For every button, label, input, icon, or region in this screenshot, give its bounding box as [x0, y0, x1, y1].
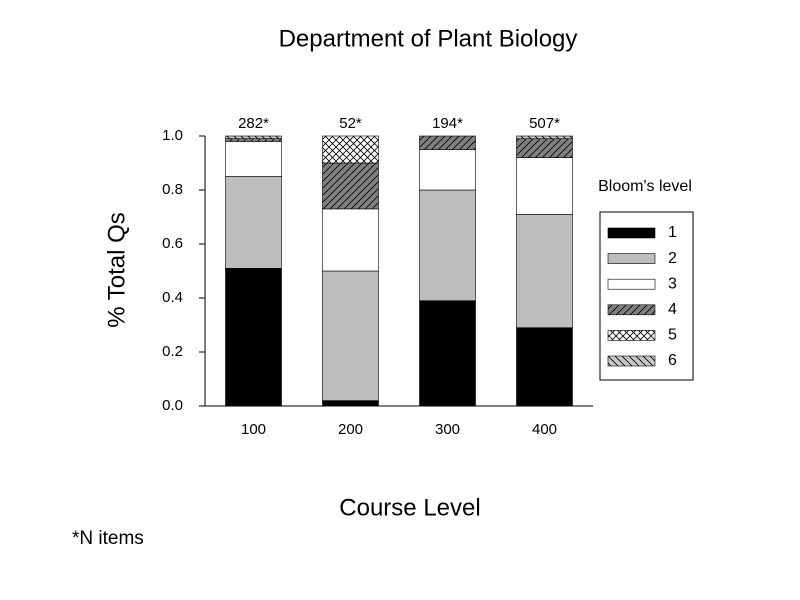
y-tick-label: 0.8 — [162, 181, 183, 198]
bar-segment — [322, 162, 379, 210]
legend-title: Bloom's level — [598, 178, 692, 195]
legend-swatch — [607, 355, 656, 367]
bar-segment — [225, 138, 282, 142]
bar-annotation: 194* — [432, 115, 463, 132]
chart-title: Department of Plant Biology — [279, 25, 578, 52]
bar-segment — [419, 300, 476, 407]
bar-segment — [516, 214, 573, 329]
bar-segment — [322, 208, 379, 272]
bar-segment — [516, 157, 573, 215]
legend-swatch — [607, 253, 656, 264]
bar-segment — [419, 149, 476, 191]
bar-segment — [322, 135, 379, 164]
legend-swatch — [607, 304, 656, 316]
legend-swatch — [607, 330, 656, 341]
legend-label: 6 — [668, 352, 677, 369]
bar-annotation: 507* — [529, 115, 560, 132]
x-tick-label: 400 — [532, 421, 557, 438]
footnote: *N items — [72, 528, 144, 549]
legend-label: 2 — [668, 250, 677, 267]
bar-segment — [516, 138, 573, 158]
bar-segment — [322, 400, 379, 407]
y-tick-label: 0.6 — [162, 235, 183, 252]
legend-swatch — [607, 278, 656, 290]
legend-swatch — [607, 227, 656, 239]
legend-label: 1 — [668, 224, 677, 241]
bar-annotation: 282* — [238, 115, 269, 132]
bar-segment — [516, 135, 573, 139]
bar-segment — [516, 327, 573, 407]
bar-segment — [225, 176, 282, 269]
bar-segment — [419, 189, 476, 301]
x-axis-label: Course Level — [339, 494, 480, 521]
bar-segment — [419, 135, 476, 150]
y-axis-label: % Total Qs — [103, 212, 130, 328]
legend-label: 3 — [668, 275, 677, 292]
bar-segment — [225, 135, 282, 139]
x-tick-label: 100 — [241, 421, 266, 438]
bar-annotation: 52* — [339, 115, 362, 132]
bar-segment — [225, 267, 282, 407]
x-tick-label: 300 — [435, 421, 460, 438]
bar-segment — [225, 141, 282, 177]
y-tick-label: 1.0 — [162, 127, 183, 144]
legend-box — [599, 211, 694, 381]
y-tick-label: 0.4 — [162, 289, 183, 306]
legend-label: 5 — [668, 327, 677, 344]
y-tick-label: 0.0 — [162, 397, 183, 414]
x-tick-label: 200 — [338, 421, 363, 438]
legend-label: 4 — [668, 301, 677, 318]
bar-segment — [322, 270, 379, 401]
y-tick-label: 0.2 — [162, 343, 183, 360]
